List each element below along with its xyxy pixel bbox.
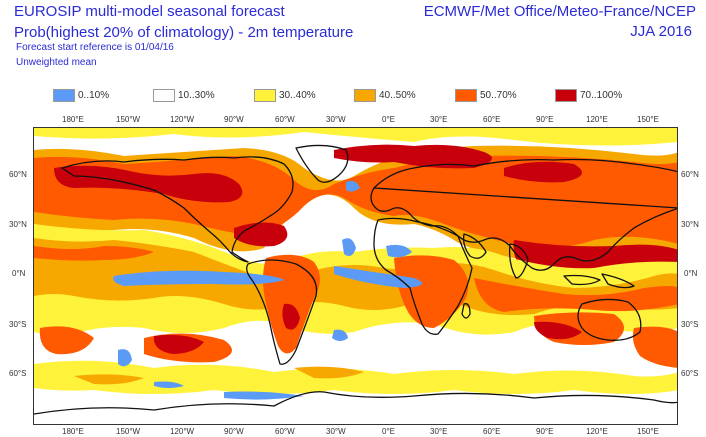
coastlines <box>34 144 677 415</box>
prob-50-70-region <box>474 278 677 312</box>
prob-70-100-region <box>54 165 243 203</box>
prob-50-70-region <box>263 254 320 354</box>
legend-label: 40..50% <box>379 89 416 101</box>
legend-item: 0..10% <box>53 88 109 102</box>
prob-70-100-region <box>504 161 582 183</box>
lon-tick-top: 120°W <box>170 115 195 124</box>
prob-50-70-region <box>632 326 677 368</box>
lon-tick-top: 30°E <box>430 115 448 124</box>
prob-0-10-region <box>113 270 284 286</box>
prob-50-70-region <box>394 255 469 328</box>
lat-tick-left: 60°S <box>9 369 27 378</box>
legend-item: 10..30% <box>153 88 215 102</box>
lat-tick-right: 0°N <box>684 269 698 278</box>
prob-0-10-region <box>342 238 356 256</box>
coastline-north-america <box>61 156 294 263</box>
legend: 0..10% 10..30% 30..40% 40..50% 50..70% 7… <box>0 88 706 104</box>
coastline-india <box>508 243 529 279</box>
coastline-south-america <box>246 259 318 365</box>
coastline-greenland <box>295 144 349 183</box>
prob-70-100-region <box>334 144 492 169</box>
lat-tick-right: 30°N <box>681 220 699 229</box>
title-line-1: EUROSIP multi-model seasonal forecast <box>14 3 285 20</box>
prob-70-100-region <box>153 334 204 354</box>
legend-swatch <box>53 88 75 102</box>
legend-label: 30..40% <box>279 89 316 101</box>
legend-label: 70..100% <box>580 89 623 101</box>
lat-tick-left: 30°S <box>9 320 27 329</box>
lon-tick-bottom: 180°E <box>62 427 84 436</box>
legend-item: 30..40% <box>254 88 316 102</box>
prob-0-10-region <box>332 329 348 341</box>
prob-70-100-region <box>234 222 288 247</box>
lon-tick-top: 30°W <box>326 115 346 124</box>
lon-tick-bottom: 90°W <box>224 427 244 436</box>
forecast-reference: Forecast start reference is 01/04/16 <box>16 42 174 53</box>
prob-0-10-region <box>386 244 412 258</box>
coastline-madagascar <box>461 303 471 319</box>
lon-tick-bottom: 60°E <box>483 427 501 436</box>
lon-tick-top: 60°E <box>483 115 501 124</box>
lat-tick-left: 60°N <box>9 170 27 179</box>
lon-tick-bottom: 60°W <box>275 427 295 436</box>
lon-tick-bottom: 120°W <box>170 427 195 436</box>
legend-label: 0..10% <box>78 89 110 101</box>
models-label: ECMWF/Met Office/Meteo-France/NCEP <box>423 3 696 20</box>
prob-0-10-region <box>334 266 422 288</box>
prob-0-10-region <box>154 381 184 388</box>
prob-0-10-region <box>224 391 304 400</box>
lon-tick-bottom: 30°W <box>326 427 346 436</box>
lon-tick-top: 180°E <box>62 115 84 124</box>
map-canvas <box>34 128 677 415</box>
legend-swatch <box>354 88 376 102</box>
weighting-note: Unweighted mean <box>16 57 97 68</box>
prob-30-40-region <box>34 128 677 146</box>
lon-tick-bottom: 120°E <box>586 427 608 436</box>
legend-swatch <box>455 88 477 102</box>
legend-swatch <box>555 88 577 102</box>
prob-40-50-region <box>74 374 144 385</box>
legend-swatch <box>254 88 276 102</box>
prob-0-10-region <box>346 180 360 192</box>
lon-tick-bottom: 150°W <box>116 427 141 436</box>
lat-tick-left: 0°N <box>12 269 26 278</box>
forecast-map <box>33 127 678 425</box>
lat-tick-right: 30°S <box>681 320 699 329</box>
legend-label: 50..70% <box>480 89 517 101</box>
lon-tick-top: 150°E <box>637 115 659 124</box>
lon-tick-bottom: 90°E <box>536 427 554 436</box>
lat-tick-left: 30°N <box>9 220 27 229</box>
legend-swatch <box>153 88 175 102</box>
coastline-eurasia <box>370 158 677 271</box>
season-label: JJA 2016 <box>630 23 692 40</box>
prob-30-40-region <box>34 360 677 394</box>
lon-tick-bottom: 0°E <box>382 427 395 436</box>
prob-40-50-region <box>294 366 364 379</box>
legend-item: 70..100% <box>555 88 622 102</box>
legend-item: 40..50% <box>354 88 416 102</box>
lon-tick-top: 0°E <box>382 115 395 124</box>
lon-tick-bottom: 150°E <box>637 427 659 436</box>
lon-tick-top: 60°W <box>275 115 295 124</box>
prob-70-100-region <box>534 321 582 340</box>
prob-70-100-region <box>282 303 300 330</box>
lat-tick-right: 60°N <box>681 170 699 179</box>
lon-tick-top: 90°W <box>224 115 244 124</box>
title-line-2: Prob(highest 20% of climatology) - 2m te… <box>14 24 354 41</box>
coastline-australia <box>577 298 642 341</box>
legend-label: 10..30% <box>178 89 215 101</box>
coastline-maritime-asia <box>563 273 635 289</box>
lon-tick-bottom: 30°E <box>430 427 448 436</box>
lon-tick-top: 120°E <box>586 115 608 124</box>
prob-50-70-region <box>34 246 154 261</box>
lon-tick-top: 90°E <box>536 115 554 124</box>
lon-tick-top: 150°W <box>116 115 141 124</box>
coastline-africa <box>373 217 473 335</box>
coastline-arabia <box>462 233 487 259</box>
legend-item: 50..70% <box>455 88 517 102</box>
prob-50-70-region <box>39 326 94 355</box>
lat-tick-right: 60°S <box>681 369 699 378</box>
prob-0-10-region <box>118 349 132 367</box>
coastline-antarctica <box>34 391 677 415</box>
